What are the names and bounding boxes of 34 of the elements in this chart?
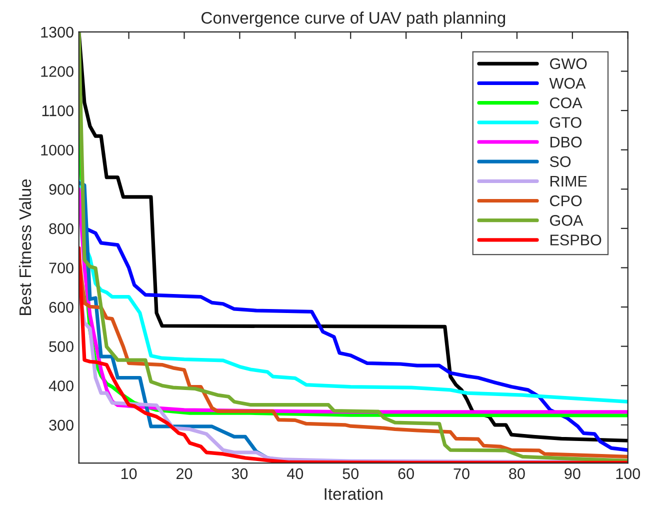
legend-label: GTO [550,117,582,128]
y-tick-label: 900 [49,184,74,195]
y-tick-label: 400 [48,380,74,392]
y-tick-label: 300 [49,420,74,431]
y-axis-title: Best Fitness Value [18,179,32,315]
legend-label: GOA [550,215,584,226]
legend-label: CPO [550,195,582,206]
x-tick-label: 10 [121,468,137,480]
y-tick-label: 700 [49,262,74,274]
y-tick-label: 500 [49,341,74,352]
y-tick-label: 1200 [41,66,74,77]
x-tick-label: 50 [342,468,359,480]
legend-label: WOA [549,78,586,89]
y-tick-label: 1000 [41,144,74,156]
legend-label: DBO [550,136,582,148]
legend-label: ESPBO [550,234,602,246]
legend-label: RIME [550,176,587,187]
chart-title: Convergence curve of UAV path planning [202,12,506,28]
legend-label: GWO [550,58,587,70]
x-tick-label: 90 [564,468,580,480]
x-tick-label: 80 [509,468,525,480]
x-tick-label: 100 [616,468,640,480]
y-tick-label: 800 [49,223,74,234]
y-tick-label: 600 [49,302,74,313]
x-tick-label: 20 [176,468,192,480]
y-tick-label: 1300 [41,26,74,38]
y-tick-label: 1100 [42,105,74,116]
legend-label: SO [550,156,571,168]
x-tick-label: 40 [287,468,304,480]
legend-label: COA [550,97,582,108]
x-tick-label: 70 [454,468,470,480]
x-axis-title: Iteration [324,488,382,500]
x-tick-label: 60 [398,468,414,480]
x-tick-label: 30 [232,468,248,480]
